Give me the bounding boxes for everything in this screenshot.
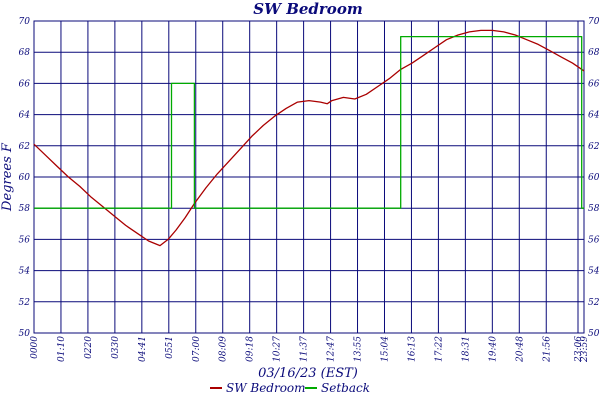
- legend-label: Setback: [321, 381, 370, 395]
- x-tick-label: 13:55: [354, 336, 364, 362]
- y-tick-label-left: 64: [19, 111, 31, 121]
- y-tick-label-left: 54: [19, 267, 31, 277]
- legend: SW Bedroom Setback: [210, 381, 370, 395]
- x-tick-label: 01:10: [57, 336, 67, 362]
- series-lines: [33, 29, 585, 247]
- x-tick-label: 16:13: [407, 336, 417, 362]
- y-tick-label-right: 68: [588, 48, 600, 58]
- x-tick-label: 19:40: [488, 336, 498, 362]
- y-tick-label-left: 52: [19, 298, 31, 308]
- x-tick-label: 0220: [84, 336, 94, 359]
- x-tick-label: 10:27: [273, 336, 283, 362]
- y-tick-label-left: 68: [19, 48, 31, 58]
- x-tick-label: 15:04: [380, 336, 390, 362]
- x-tick-label: 0000: [30, 336, 40, 359]
- y-tick-label-left: 58: [19, 204, 31, 214]
- y-tick-label-right: 66: [588, 79, 600, 89]
- y-tick-label-right: 58: [588, 204, 600, 214]
- x-tick-label: 04:41: [138, 336, 148, 362]
- x-tick-label: 18:31: [461, 336, 471, 362]
- y-tick-label-right: 56: [588, 235, 600, 245]
- series-line: [34, 35, 584, 209]
- y-tick-label-right: 50: [588, 329, 600, 339]
- y-tick-labels-right: 50 52 54 56 58 60 62 64 66 68 70: [588, 17, 600, 339]
- y-tick-label-right: 52: [588, 298, 600, 308]
- x-tick-label: 23:59: [580, 336, 590, 363]
- x-tick-labels: 0000 01:10 0220 0330 04:41 0551 07:00 08:09 09:1…: [30, 336, 590, 363]
- y-tick-label-left: 60: [19, 173, 31, 183]
- y-tick-label-left: 50: [19, 329, 31, 339]
- x-axis-label: 03/16/23 (EST): [258, 366, 358, 381]
- y-tick-label-right: 70: [588, 17, 600, 27]
- chart-title: SW Bedroom: [253, 0, 362, 18]
- y-tick-label-left: 56: [19, 235, 31, 245]
- x-tick-label: 0330: [111, 336, 121, 359]
- series-line: [33, 29, 585, 247]
- x-tick-label: 12:47: [327, 336, 337, 362]
- y-tick-label-left: 62: [19, 142, 31, 152]
- x-tick-label: 09:18: [246, 336, 256, 362]
- x-tick-label: 11:37: [300, 336, 310, 362]
- y-tick-label-right: 54: [588, 267, 600, 277]
- y-tick-label-right: 60: [588, 173, 600, 183]
- x-tick-label: 0551: [165, 336, 175, 359]
- grid: [33, 20, 585, 334]
- y-tick-label-right: 62: [588, 142, 600, 152]
- legend-label: SW Bedroom: [226, 381, 306, 395]
- y-tick-labels-left: 50 52 54 56 58 60 62 64 66 68 70: [19, 17, 31, 339]
- y-tick-label-left: 70: [19, 17, 31, 27]
- x-tick-label: 23:06: [574, 336, 584, 363]
- x-tick-label: 08:09: [219, 336, 229, 362]
- x-tick-label: 21:56: [542, 336, 552, 363]
- y-tick-label-right: 64: [588, 111, 600, 121]
- x-tick-label: 07:00: [192, 336, 202, 362]
- y-tick-label-left: 66: [19, 79, 31, 89]
- y-axis-label: Degrees F: [0, 142, 15, 212]
- x-tick-label: 20:48: [515, 336, 525, 363]
- x-tick-label: 17:22: [434, 336, 444, 362]
